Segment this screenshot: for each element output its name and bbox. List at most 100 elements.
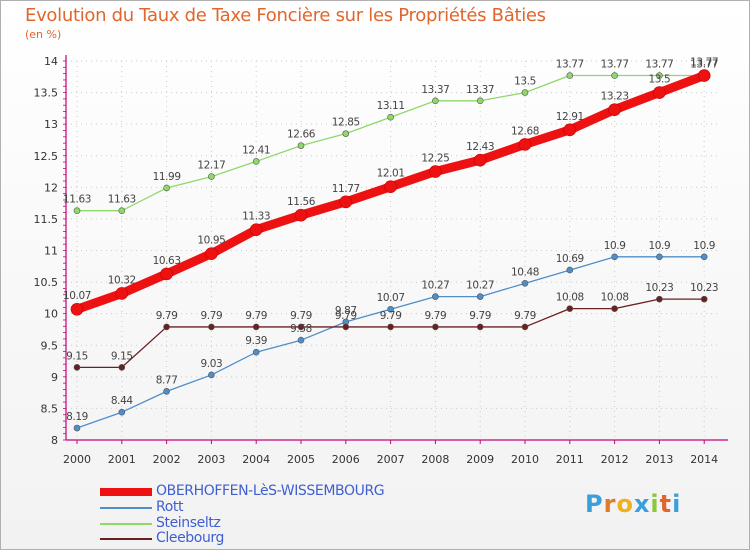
data-label: 13.5 — [649, 74, 671, 86]
data-label: 13.37 — [466, 84, 494, 96]
data-point — [249, 223, 263, 236]
data-point — [73, 207, 81, 215]
logo-letter: i — [672, 490, 682, 518]
data-label: 10.23 — [645, 282, 673, 294]
data-point — [656, 72, 663, 79]
data-label: 9.79 — [514, 310, 536, 322]
proxiti-logo: Proxiti — [585, 490, 681, 518]
data-label: 9.79 — [380, 310, 402, 322]
data-label: 12.85 — [332, 117, 360, 129]
data-label: 9.87 — [335, 305, 357, 317]
x-tick-label: 2005 — [287, 453, 315, 466]
data-label: 13.77 — [690, 57, 718, 69]
data-point — [476, 97, 484, 105]
data-point — [70, 302, 84, 316]
data-label: 11.56 — [287, 196, 316, 208]
data-label: 9.79 — [245, 310, 267, 322]
data-point — [163, 184, 170, 192]
data-point — [297, 336, 305, 344]
x-tick-label: 2009 — [466, 453, 494, 466]
data-point — [432, 97, 439, 105]
data-label: 13.5 — [514, 76, 536, 88]
data-point — [518, 138, 532, 151]
data-point — [521, 280, 529, 287]
y-tick-label: 10 — [44, 308, 58, 321]
data-label: 13.11 — [377, 100, 405, 112]
data-label: 8.19 — [66, 411, 88, 423]
data-point — [205, 247, 218, 260]
data-point — [387, 323, 394, 331]
y-tick-label: 11.5 — [34, 213, 59, 226]
data-label: 10.9 — [604, 240, 626, 252]
data-label: 12.66 — [287, 129, 316, 141]
y-tick-label: 14 — [44, 55, 58, 68]
data-label: 12.25 — [421, 153, 449, 165]
data-label: 11.63 — [108, 194, 136, 206]
legend-label-oberhoffen: OBERHOFFEN-LèS-WISSEMBOURG — [156, 483, 385, 499]
data-label: 8.44 — [111, 395, 133, 407]
logo-letter: i — [650, 490, 660, 518]
data-label: 11.33 — [242, 211, 270, 223]
data-point — [611, 72, 618, 79]
data-point — [342, 130, 350, 137]
x-tick-label: 2008 — [421, 453, 449, 466]
data-label: 13.77 — [690, 59, 718, 71]
x-tick-label: 2007 — [377, 453, 405, 466]
data-label: 10.63 — [153, 255, 181, 267]
data-point — [342, 323, 350, 331]
data-point — [653, 86, 666, 99]
data-point — [566, 72, 574, 79]
data-label: 12.91 — [556, 111, 584, 123]
data-label: 10.07 — [377, 292, 405, 304]
x-tick-label: 2001 — [108, 453, 136, 466]
data-point — [73, 424, 81, 432]
data-label: 13.77 — [645, 59, 673, 71]
data-label: 10.32 — [108, 274, 136, 286]
data-point — [297, 323, 305, 331]
data-point — [384, 180, 397, 194]
data-point — [208, 323, 215, 331]
data-label: 13.77 — [601, 59, 629, 71]
data-point — [387, 113, 394, 121]
data-point — [163, 388, 170, 395]
legend-swatch-steinseltz — [100, 523, 152, 525]
data-label: 10.95 — [197, 235, 225, 247]
x-tick-label: 2000 — [63, 453, 91, 466]
data-point — [700, 253, 708, 261]
data-point — [208, 371, 215, 379]
x-tick-label: 2012 — [601, 453, 629, 466]
data-point — [118, 364, 126, 371]
data-point — [118, 408, 126, 416]
data-point — [476, 293, 484, 300]
data-label: 10.69 — [556, 253, 584, 265]
data-label: 10.07 — [63, 290, 91, 302]
data-label: 12.01 — [377, 168, 405, 180]
data-point — [432, 323, 439, 331]
data-point — [115, 287, 129, 300]
data-label: 10.27 — [421, 280, 449, 292]
data-labels: 8.19 8.44 8.77 9.03 9.39 9.58 9.87 10.07 10.27 10… — [63, 57, 719, 423]
data-label: 11.99 — [153, 171, 181, 183]
data-point — [656, 295, 663, 303]
data-point — [521, 323, 529, 331]
y-tick-label: 11 — [44, 245, 58, 258]
data-point — [432, 293, 439, 300]
data-point — [566, 266, 574, 274]
data-label: 12.68 — [511, 125, 539, 137]
data-point — [297, 142, 305, 149]
data-label: 9.79 — [290, 310, 312, 322]
data-point — [163, 323, 170, 331]
data-label: 11.77 — [332, 183, 360, 195]
data-label: 9.79 — [425, 310, 447, 322]
legend-label-steinseltz: Steinseltz — [156, 515, 221, 531]
y-tick-label: 8.5 — [41, 402, 59, 415]
legend-swatch-oberhoffen — [100, 488, 152, 496]
data-label: 13.77 — [556, 59, 584, 71]
data-point — [208, 173, 215, 180]
data-point — [521, 89, 529, 96]
data-point — [429, 165, 442, 178]
data-point — [697, 69, 711, 82]
data-label: 12.17 — [197, 160, 225, 172]
